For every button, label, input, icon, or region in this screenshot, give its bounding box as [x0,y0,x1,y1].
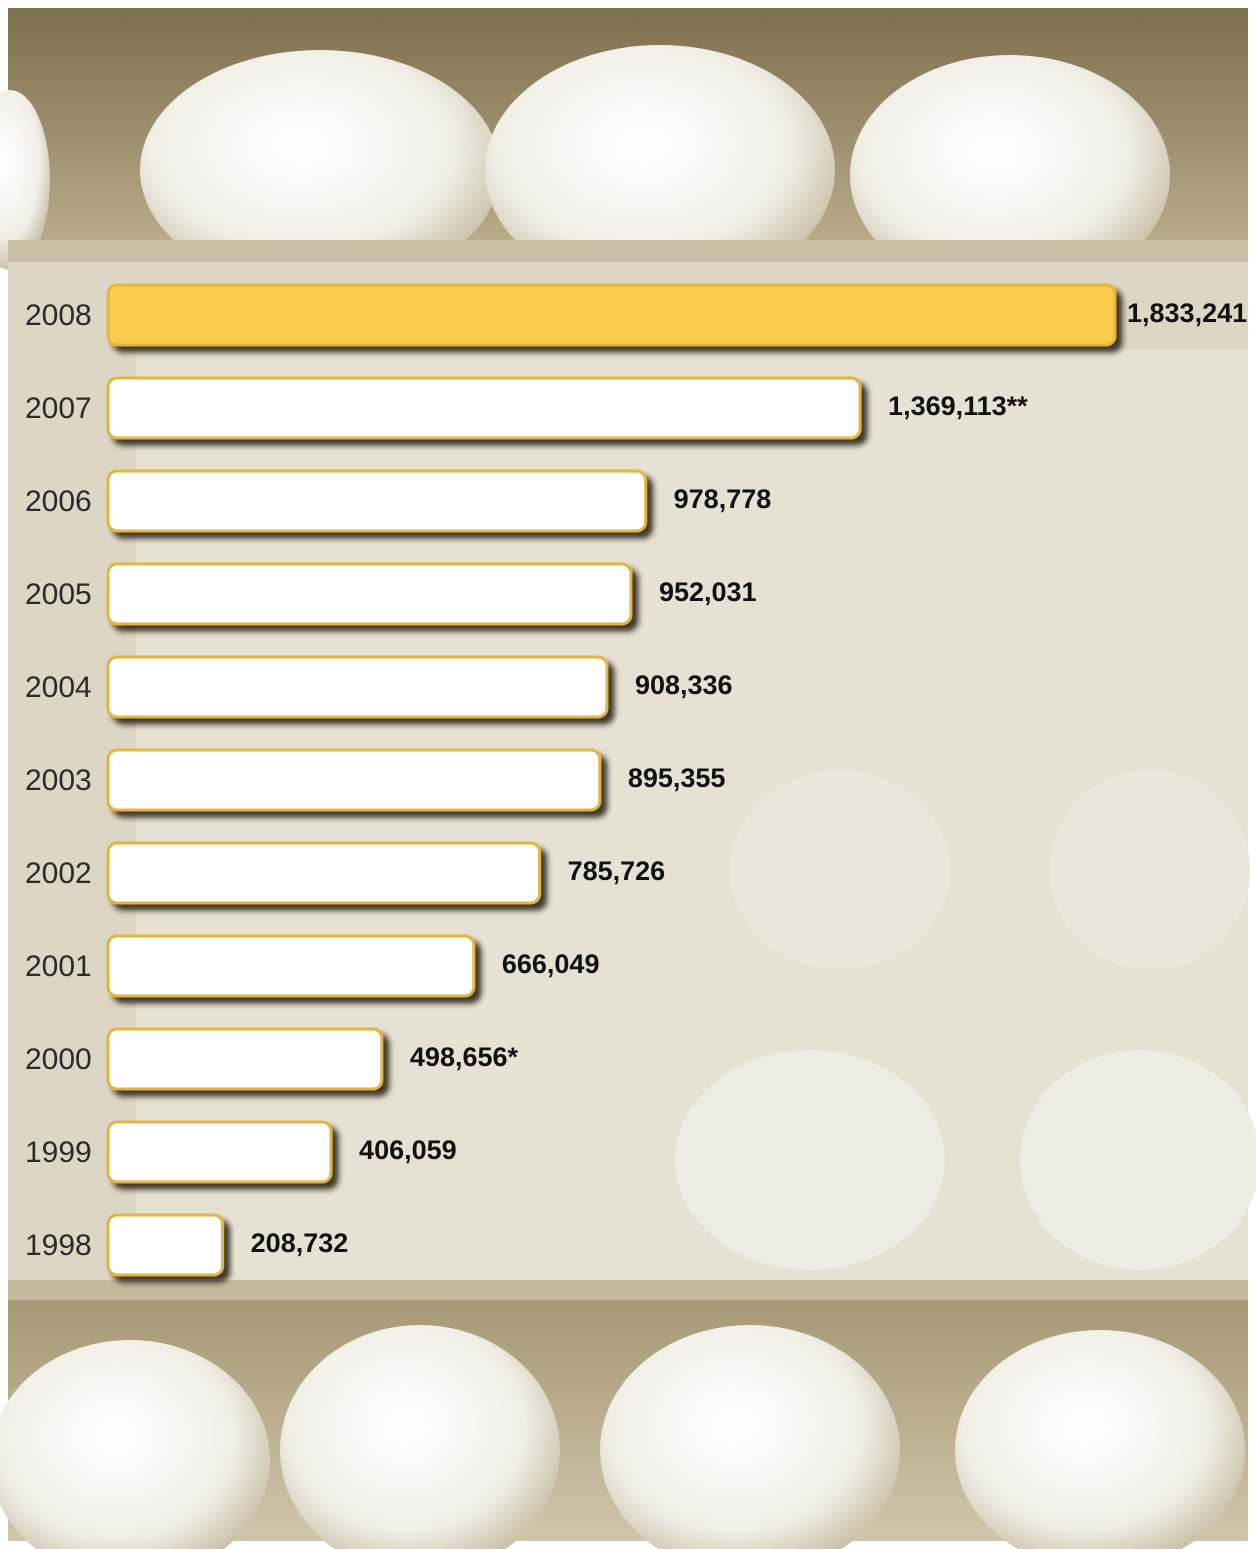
bar [106,748,602,812]
bar [106,562,633,626]
value-label: 1,369,113** [888,391,1028,421]
bar [106,655,609,719]
bar [106,376,862,440]
bar [106,1120,333,1184]
year-label: 2001 [25,950,92,983]
value-label: 1,833,241 [1127,298,1247,328]
value-label: 908,336 [635,670,733,700]
value-label: 785,726 [568,856,666,886]
value-label: 952,031 [659,577,757,607]
year-label: 1998 [25,1229,92,1262]
bar [106,283,1117,347]
value-label: 895,355 [628,763,726,793]
bar [106,934,476,998]
year-label: 2008 [25,299,92,332]
value-label: 978,778 [674,484,772,514]
year-label: 2007 [25,392,92,425]
value-label: 208,732 [251,1228,349,1258]
bar [106,1027,384,1091]
year-label: 2006 [25,485,92,518]
year-label: 2003 [25,764,92,797]
value-label: 498,656* [410,1042,519,1072]
value-label: 666,049 [502,949,600,979]
bar [106,1213,225,1277]
bar [106,469,648,533]
year-label: 2002 [25,857,92,890]
value-label: 406,059 [359,1135,457,1165]
year-label: 2005 [25,578,92,611]
year-label: 2000 [25,1043,92,1076]
year-label: 1999 [25,1136,92,1169]
year-label: 2004 [25,671,92,704]
bar [106,841,542,905]
